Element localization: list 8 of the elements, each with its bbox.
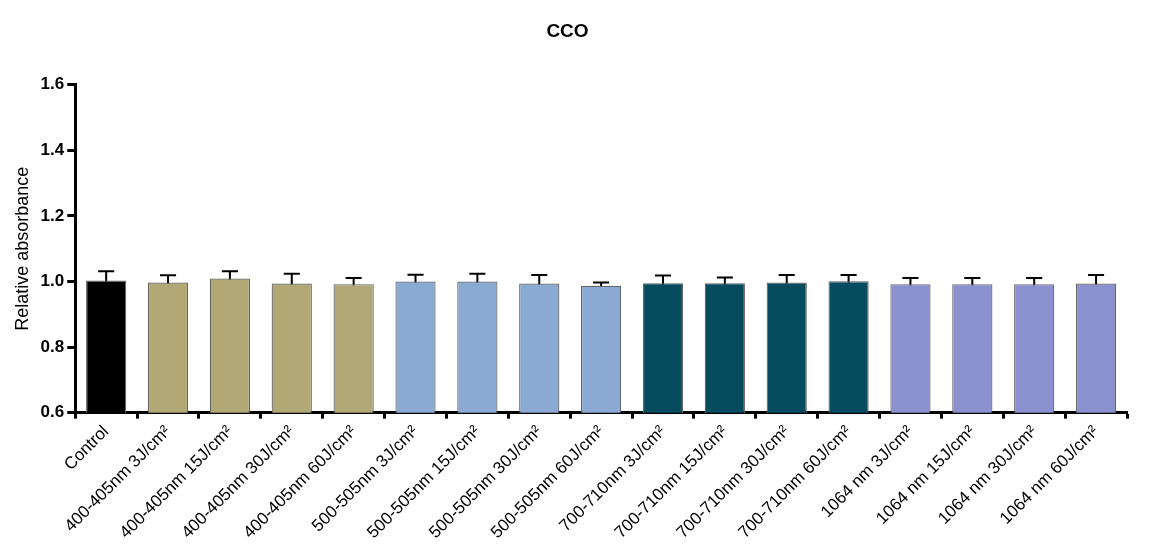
y-axis-title: Relative absorbance — [11, 166, 32, 331]
y-tick-label: 1.2 — [40, 205, 65, 225]
y-tick-label: 1.6 — [40, 74, 65, 94]
y-tick-label: 1.4 — [40, 140, 65, 160]
y-tick-label: 0.6 — [40, 402, 65, 422]
y-tick-label: 0.8 — [40, 336, 65, 356]
chart-title: CCO — [546, 19, 589, 41]
y-tick-label: 1.0 — [40, 271, 65, 291]
